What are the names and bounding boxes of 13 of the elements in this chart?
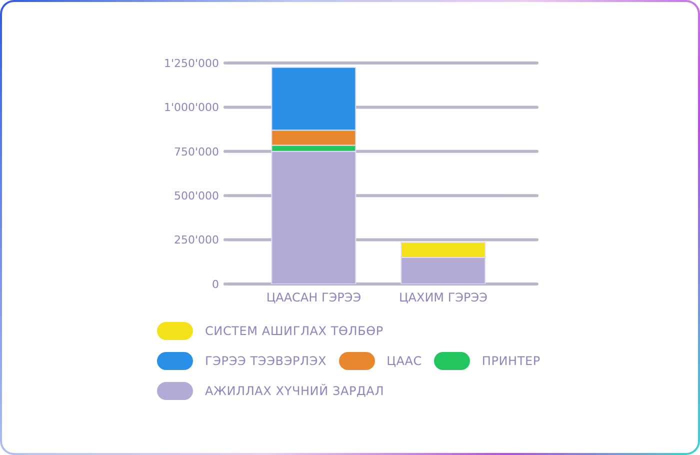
y-tick-label: 1'000'000 [164, 101, 219, 114]
y-tick-label: 500'000 [174, 190, 219, 203]
y-tick-label: 750'000 [174, 145, 219, 158]
legend-label: АЖИЛЛАХ ХҮЧНИЙ ЗАРДАЛ [205, 384, 384, 398]
legend-label: СИСТЕМ АШИГЛАХ ТӨЛБӨР [205, 324, 384, 338]
y-tick-label: 1'250'000 [164, 56, 219, 70]
x-tick-label: ЦААСАН ГЭРЭЭ [266, 290, 362, 305]
y-tick-label: 250'000 [174, 234, 219, 247]
legend-label: ЦААС [386, 354, 422, 368]
legend-label: ПРИНТЕР [482, 354, 540, 368]
y-tick-label: 0 [212, 278, 219, 291]
x-tick-label: ЦАХИМ ГЭРЭЭ [398, 290, 488, 305]
legend-label: ГЭРЭЭ ТЭЭВЭРЛЭХ [205, 354, 327, 368]
